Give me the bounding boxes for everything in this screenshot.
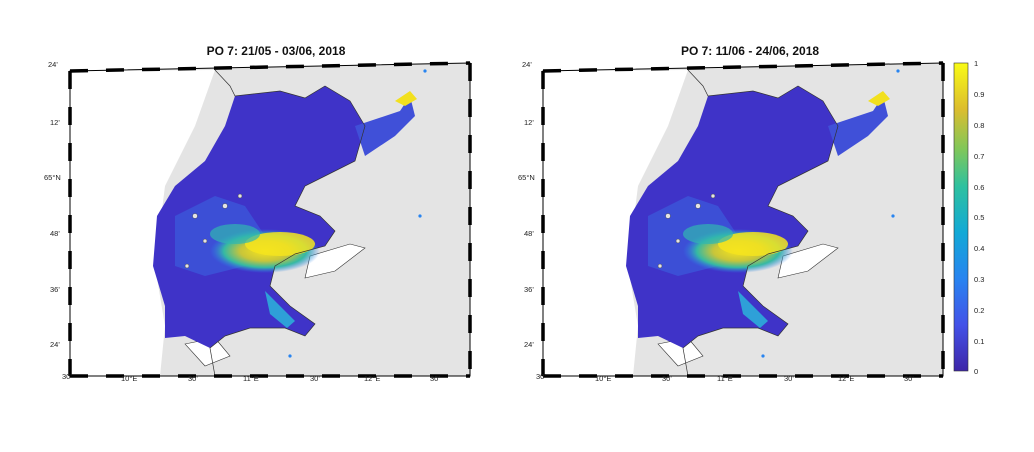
colorbar-tick: 0.6 [974,183,985,192]
colorbar-tick: 0.1 [974,337,985,346]
colorbar-tick: 0.4 [974,244,985,253]
lon-tick-right: 30' [784,374,794,383]
lat-tick-left: 65°N [44,173,61,182]
lat-tick-left: 48' [50,229,60,238]
colorbar-tick: 0.9 [974,90,985,99]
colorbar-tick: 0.5 [974,213,985,222]
lat-tick-right: 48' [524,229,534,238]
lon-tick-right: 30' [904,374,914,383]
lat-tick-right: 12' [524,118,534,127]
lat-tick-left: 12' [50,118,60,127]
colorbar-tick: 0.8 [974,121,985,130]
lon-tick-left: 30' [310,374,320,383]
lon-tick-left: 11°E [243,374,259,383]
colorbar-tick: 0.7 [974,152,985,161]
lat-tick-right: 36' [524,285,534,294]
lon-tick-right: 30' [662,374,672,383]
lon-tick-right: 11°E [717,374,733,383]
colorbar-tick: 1 [974,59,979,68]
lon-tick-right: 10°E [595,374,612,383]
colorbar-tick: 0.2 [974,306,985,315]
lon-tick-left: 30' [62,372,72,381]
lon-tick-left: 30' [430,374,440,383]
lat-tick-right: 24' [522,60,532,69]
colorbar-tick: 0 [974,367,979,376]
lon-tick-right: 12°E [838,374,855,383]
map-panel-left [68,61,472,378]
panel-title-left: PO 7: 21/05 - 03/06, 2018 [206,44,346,58]
lat-tick-left: 24' [48,60,58,69]
colorbar-tick: 0.3 [974,275,985,284]
lat-tick-right: 24' [524,340,534,349]
lon-tick-left: 10°E [121,374,138,383]
map-panel-right [541,61,945,378]
lon-tick-left: 12°E [364,374,381,383]
colorbar [953,62,969,372]
lon-tick-right: 30' [536,372,546,381]
lat-tick-left: 24' [50,340,60,349]
panel-title-right: PO 7: 11/06 - 24/06, 2018 [680,44,820,58]
lon-tick-left: 30' [188,374,198,383]
lat-tick-right: 65°N [518,173,535,182]
lat-tick-left: 36' [50,285,60,294]
